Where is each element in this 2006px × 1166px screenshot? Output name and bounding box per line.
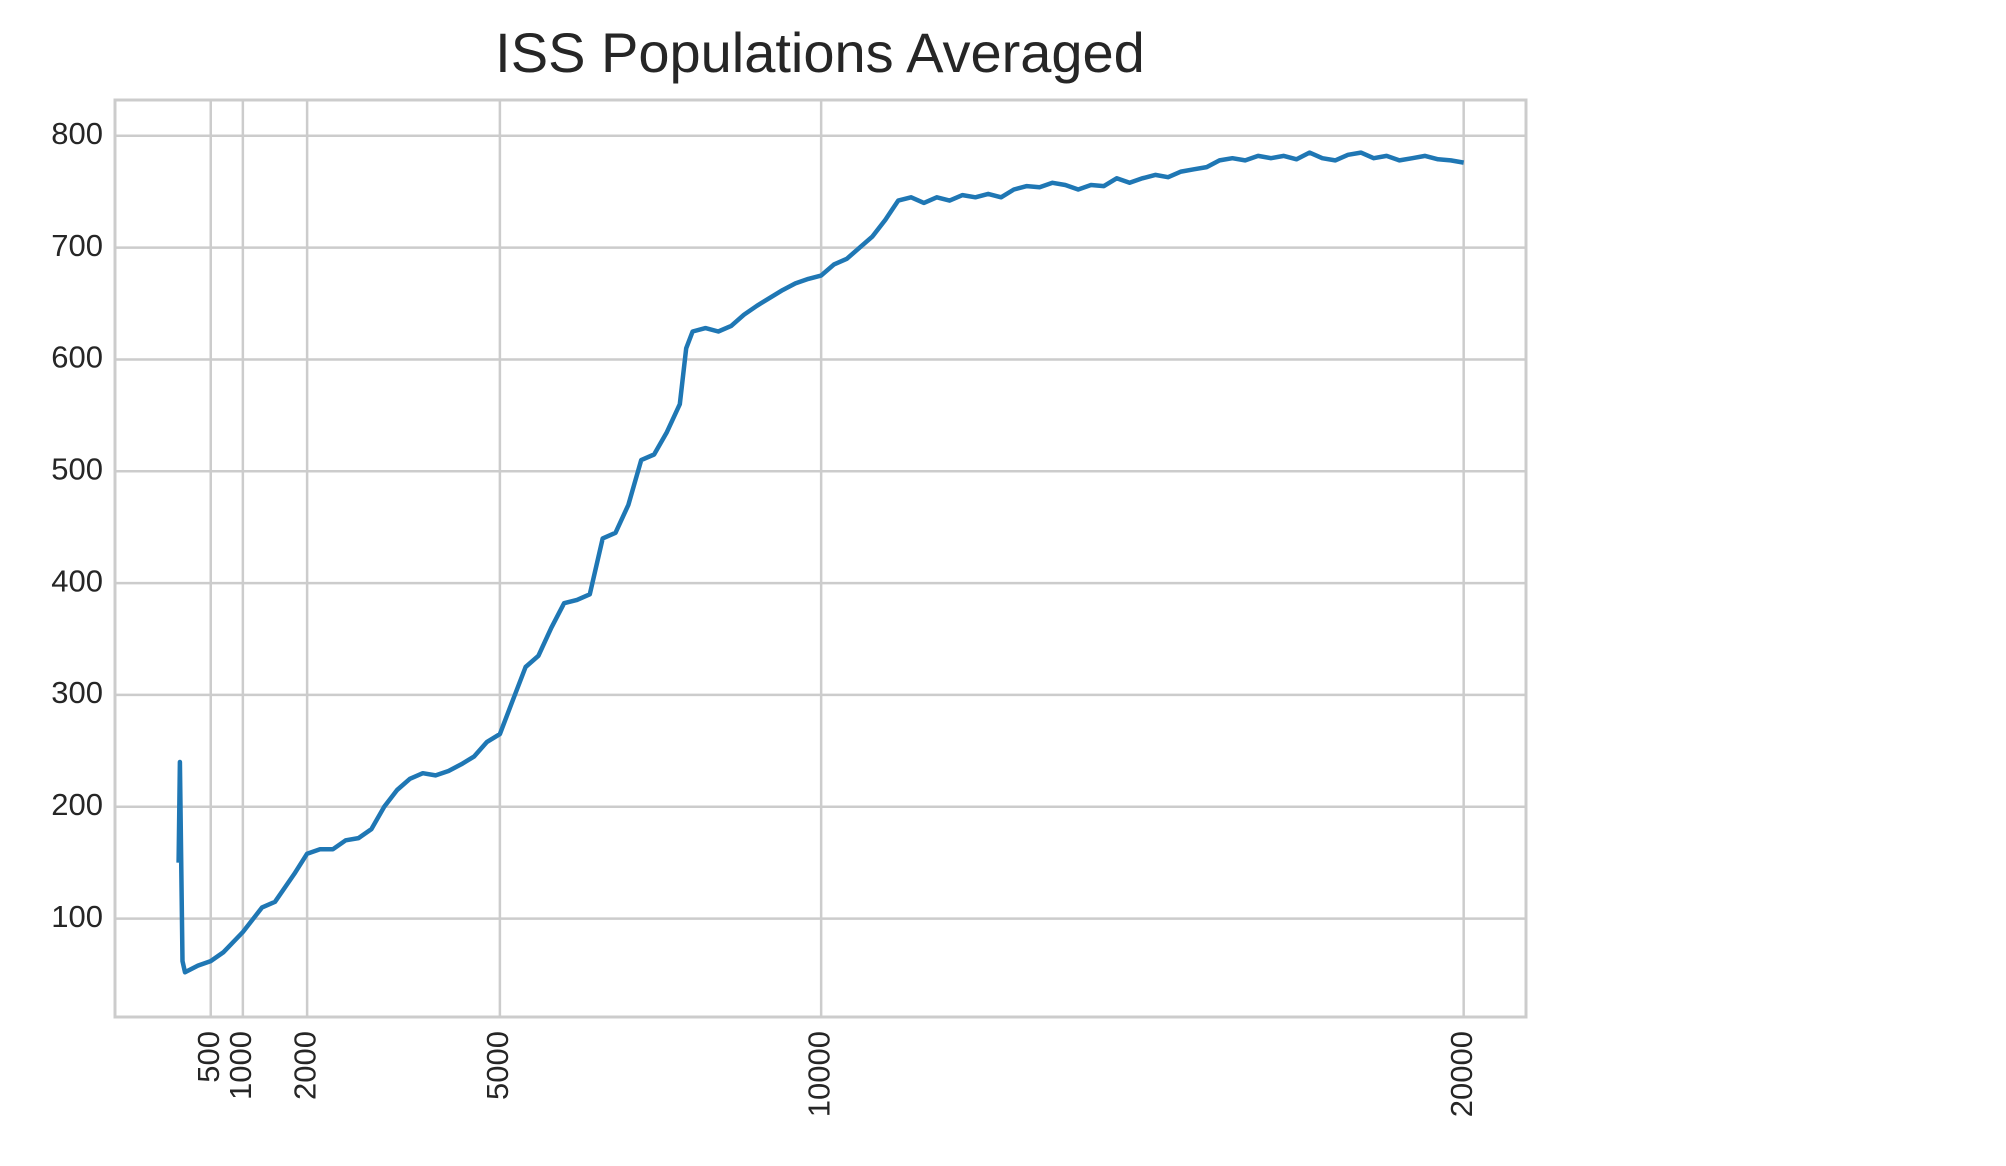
y-tick-label: 800 [51,116,103,151]
x-tick-label: 500 [191,1031,226,1083]
x-tick-label: 20000 [1444,1031,1479,1117]
y-tick-label: 300 [51,675,103,710]
x-tick-label: 2000 [287,1031,322,1100]
data-line [176,150,1465,975]
y-tick-label: 500 [51,451,103,486]
x-tick-label: 1000 [223,1031,258,1100]
y-tick-label: 700 [51,228,103,263]
y-tick-label: 400 [51,563,103,598]
y-tick-label: 200 [51,787,103,822]
y-tick-label: 600 [51,340,103,375]
chart-title: ISS Populations Averaged [495,21,1145,84]
x-tick-label: 10000 [801,1031,836,1117]
y-tick-label: 100 [51,899,103,934]
plot-frame [113,98,1528,1019]
x-tick-label: 5000 [480,1031,515,1100]
